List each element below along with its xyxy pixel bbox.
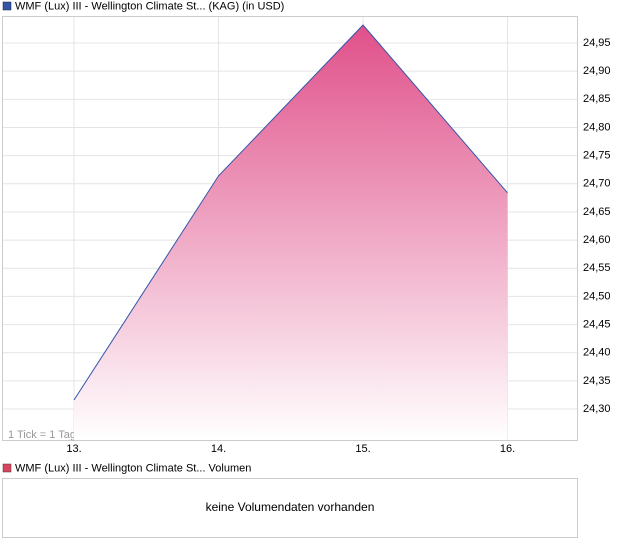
y-tick-label: 24,65 <box>583 206 611 218</box>
legend-swatch <box>2 1 12 11</box>
y-tick-label: 24,45 <box>583 318 611 330</box>
volume-frame <box>2 478 578 538</box>
y-tick-label: 24,70 <box>583 178 611 190</box>
y-tick-label: 24,95 <box>583 37 611 49</box>
volume-title: WMF (Lux) III - Wellington Climate St...… <box>15 462 251 474</box>
x-tick-label: 16. <box>500 443 515 455</box>
x-tick-label: 13. <box>66 443 81 455</box>
y-tick-label: 24,55 <box>583 262 611 274</box>
y-tick-label: 24,40 <box>583 347 611 359</box>
chart-title: WMF (Lux) III - Wellington Climate St...… <box>15 0 284 12</box>
y-tick-label: 24,35 <box>583 375 611 387</box>
y-tick-label: 24,85 <box>583 93 611 105</box>
y-tick-label: 24,90 <box>583 65 611 77</box>
y-tick-label: 24,80 <box>583 121 611 133</box>
line <box>73 24 508 401</box>
volume-message: keine Volumendaten vorhanden <box>206 500 375 514</box>
x-tick-label: 14. <box>211 443 226 455</box>
annotation: 1 Tick = 1 Tag <box>8 429 76 441</box>
y-tick-label: 24,75 <box>583 150 611 162</box>
area <box>74 25 508 440</box>
y-tick-label: 24,60 <box>583 234 611 246</box>
y-tick-label: 24,50 <box>583 290 611 302</box>
plot-frame <box>2 16 578 441</box>
y-tick-label: 24,30 <box>583 403 611 415</box>
legend-swatch <box>2 463 12 473</box>
x-tick-label: 15. <box>355 443 370 455</box>
